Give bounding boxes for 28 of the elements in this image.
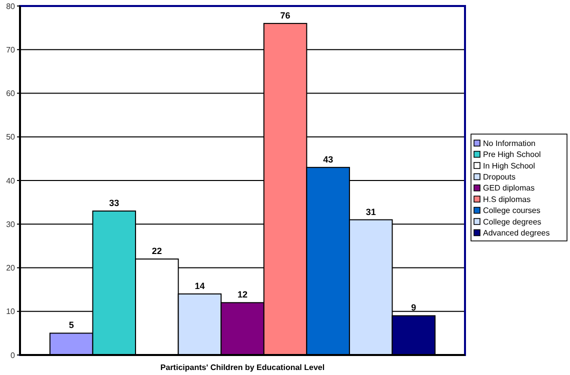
x-axis-title: Participants' Children by Educational Level (160, 363, 325, 372)
data-label: 43 (323, 154, 334, 164)
legend-label: College degrees (483, 217, 542, 226)
y-tick-label: 30 (6, 220, 16, 229)
data-label: 76 (280, 10, 290, 20)
y-tick-label: 0 (10, 350, 16, 360)
y-tick-label: 40 (6, 176, 16, 186)
y-tick-label: 80 (6, 2, 16, 11)
y-tick-label: 60 (6, 89, 16, 98)
y-tick-label: 50 (6, 132, 16, 142)
y-tick-label: 10 (6, 307, 16, 316)
legend-label: College courses (483, 206, 540, 216)
legend-label: In High School (483, 161, 536, 170)
legend-label: H.S diplomas (483, 194, 531, 204)
legend-label: Advanced degrees (483, 228, 550, 238)
y-tick-label: 20 (6, 264, 16, 273)
legend-label: No Information (483, 138, 536, 148)
data-label: 31 (366, 206, 376, 217)
data-label: 12 (237, 290, 248, 300)
legend-label: Pre High School (483, 150, 542, 160)
data-label: 22 (152, 246, 162, 256)
data-label: 14 (194, 280, 205, 291)
legend-label: Dropouts (483, 172, 516, 182)
legend-label: GED diplomas (483, 184, 535, 193)
y-tick-label: 70 (6, 45, 16, 54)
data-label: 9 (411, 302, 416, 313)
data-label: 33 (109, 198, 120, 208)
data-label: 5 (68, 320, 74, 330)
